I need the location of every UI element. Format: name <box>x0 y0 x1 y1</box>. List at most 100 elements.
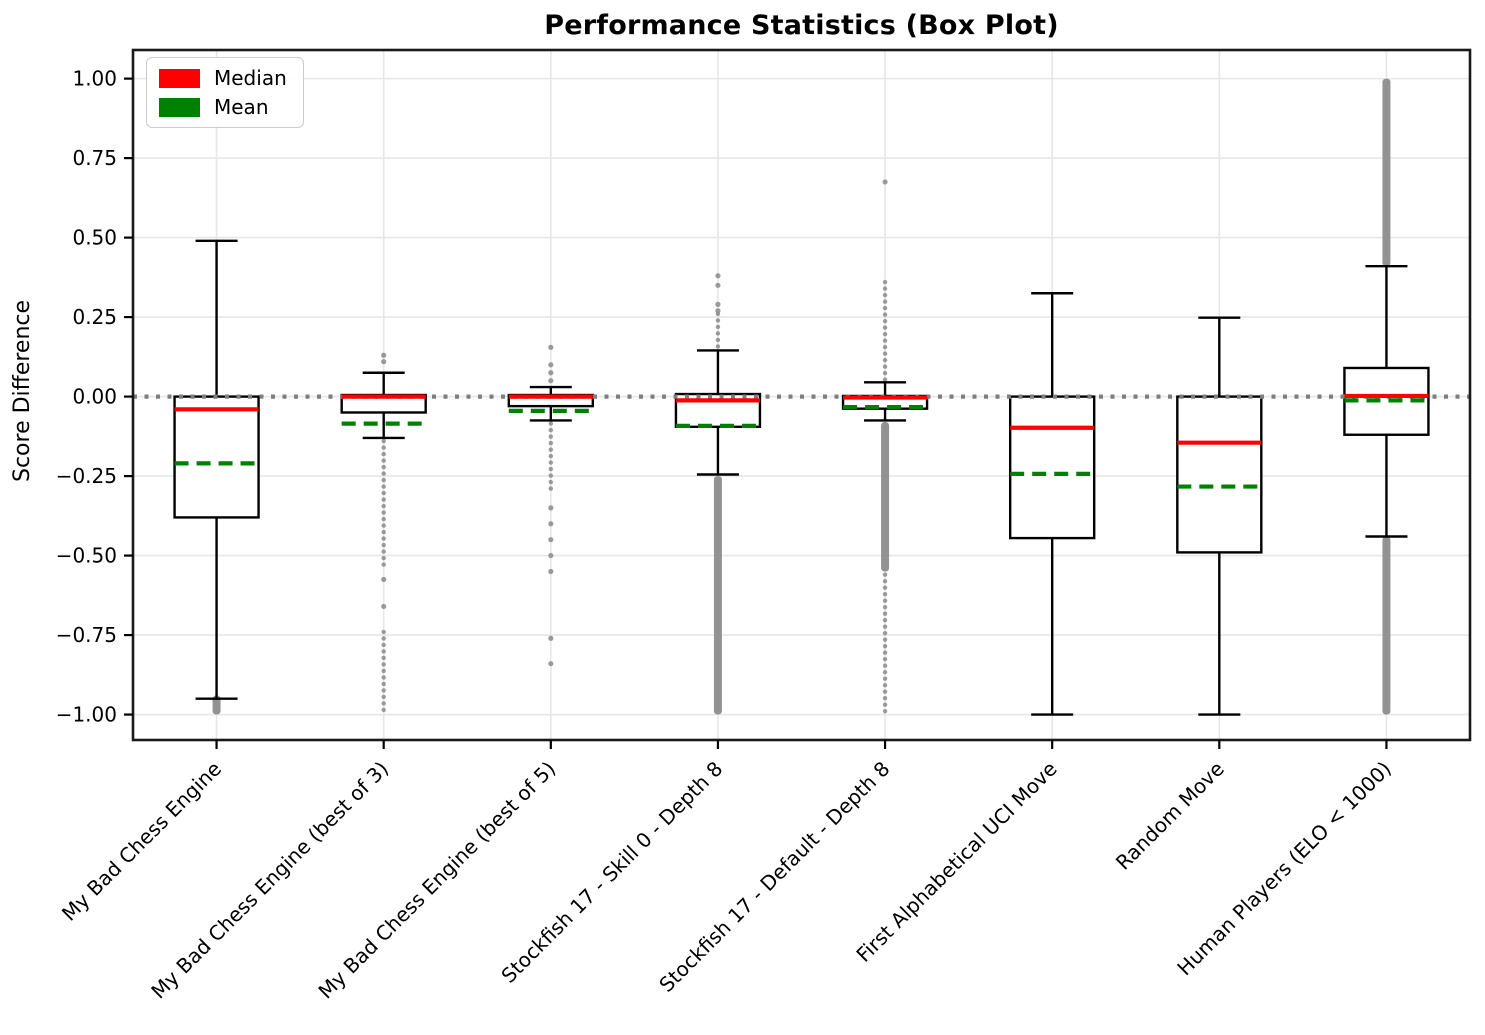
iqr-box <box>173 395 260 519</box>
outlier-dot <box>381 694 386 700</box>
outlier-dot <box>548 552 554 559</box>
outlier-dot <box>381 681 386 687</box>
x-tick-label: Random Move <box>1111 757 1229 875</box>
outlier-dot <box>381 542 386 548</box>
outlier-dot <box>548 453 554 459</box>
outlier-dot <box>381 516 386 522</box>
outlier-dot <box>715 301 721 307</box>
outlier-dot <box>882 286 888 291</box>
outlier-trail <box>881 422 890 572</box>
outlier-trail <box>212 695 221 715</box>
outlier-dot <box>882 357 888 363</box>
x-tick-label: First Alphabetical UCI Move <box>851 757 1061 967</box>
outlier-dot <box>715 318 721 323</box>
outlier-dot <box>381 536 386 541</box>
outlier-dot <box>882 305 888 311</box>
y-tick-label: 0.00 <box>72 385 117 409</box>
y-axis: 1.00 0.75 0.50 0.25 0.00 −0.25 −0.50 −0.75 −1.00 <box>56 67 133 727</box>
outlier-dot <box>381 497 386 502</box>
outlier-dot <box>548 479 554 485</box>
outlier-dot <box>381 359 387 365</box>
outlier-dot <box>882 604 888 610</box>
outlier-dot <box>882 637 888 642</box>
box-group-1 <box>340 352 427 713</box>
y-tick-label: −1.00 <box>56 703 117 727</box>
outlier-dot <box>381 451 386 457</box>
outlier-dot <box>882 370 888 376</box>
outlier-dot <box>882 617 888 623</box>
outlier-dot <box>548 362 554 368</box>
outlier-dot <box>381 510 386 515</box>
outlier-dot <box>882 377 888 382</box>
axes-spines <box>131 48 1472 742</box>
y-tick-label: 0.50 <box>72 226 117 250</box>
outlier-dot <box>548 370 554 376</box>
outlier-trail <box>1382 78 1391 267</box>
outlier-dot <box>882 312 888 317</box>
y-tick-label: −0.25 <box>56 464 117 488</box>
box-group-5 <box>1008 292 1096 716</box>
outlier-dot <box>882 695 888 701</box>
legend: Median Mean <box>146 57 304 128</box>
outlier-dot <box>715 273 721 279</box>
box-group-0 <box>173 239 260 715</box>
outlier-dot <box>548 537 554 543</box>
outlier-dot <box>882 318 888 324</box>
y-tick-label: −0.75 <box>56 623 117 647</box>
outlier-dot <box>882 669 888 675</box>
outlier-dot <box>548 344 554 350</box>
outlier-dot <box>882 643 888 649</box>
box-group-3 <box>674 273 762 715</box>
outlier-dot <box>882 179 888 185</box>
outlier-dot <box>381 503 386 509</box>
outlier-dot <box>548 434 554 439</box>
outlier-dot <box>882 292 888 298</box>
y-tick-label: 0.25 <box>72 305 117 329</box>
outlier-dot <box>882 364 888 369</box>
outlier-dot <box>548 473 554 478</box>
outlier-dot <box>882 598 888 603</box>
outlier-dot <box>381 464 386 470</box>
outlier-dot <box>381 576 387 583</box>
outlier-dot <box>381 490 386 496</box>
outlier-dot <box>381 471 386 476</box>
outlier-dot <box>715 344 721 349</box>
outlier-dot <box>548 661 554 667</box>
outlier-dot <box>548 568 554 575</box>
outlier-dot <box>381 562 386 567</box>
outlier-dot <box>882 299 888 304</box>
outlier-dot <box>381 603 387 610</box>
outlier-dot <box>381 352 387 358</box>
outlier-dot <box>882 325 888 330</box>
outlier-dot <box>882 702 888 707</box>
outlier-dot <box>381 662 386 667</box>
outlier-dot <box>882 682 888 688</box>
outlier-dot <box>548 486 554 491</box>
outlier-dot <box>882 351 888 356</box>
outlier-dot <box>882 624 888 629</box>
outlier-dot <box>381 629 386 635</box>
outlier-dot <box>882 630 888 636</box>
outlier-dot <box>381 523 386 528</box>
outlier-trail <box>713 476 722 715</box>
outlier-dot <box>381 701 386 706</box>
outlier-dot <box>882 279 888 285</box>
outlier-dot <box>548 447 554 452</box>
outlier-dot <box>882 663 888 668</box>
y-tick-label: 1.00 <box>72 67 117 91</box>
outlier-dot <box>715 282 721 288</box>
outlier-dot <box>882 344 888 350</box>
legend-label-mean: Mean <box>214 95 269 119</box>
outlier-dot <box>381 636 386 641</box>
outlier-dot <box>381 688 386 693</box>
outlier-dot <box>548 466 554 472</box>
outlier-dot <box>381 484 386 489</box>
outlier-dot <box>548 635 554 641</box>
outlier-dot <box>381 649 386 654</box>
outlier-dot <box>381 458 386 463</box>
box-group-6 <box>1176 316 1263 716</box>
outlier-trail <box>1382 536 1391 715</box>
outlier-dot <box>882 656 888 662</box>
